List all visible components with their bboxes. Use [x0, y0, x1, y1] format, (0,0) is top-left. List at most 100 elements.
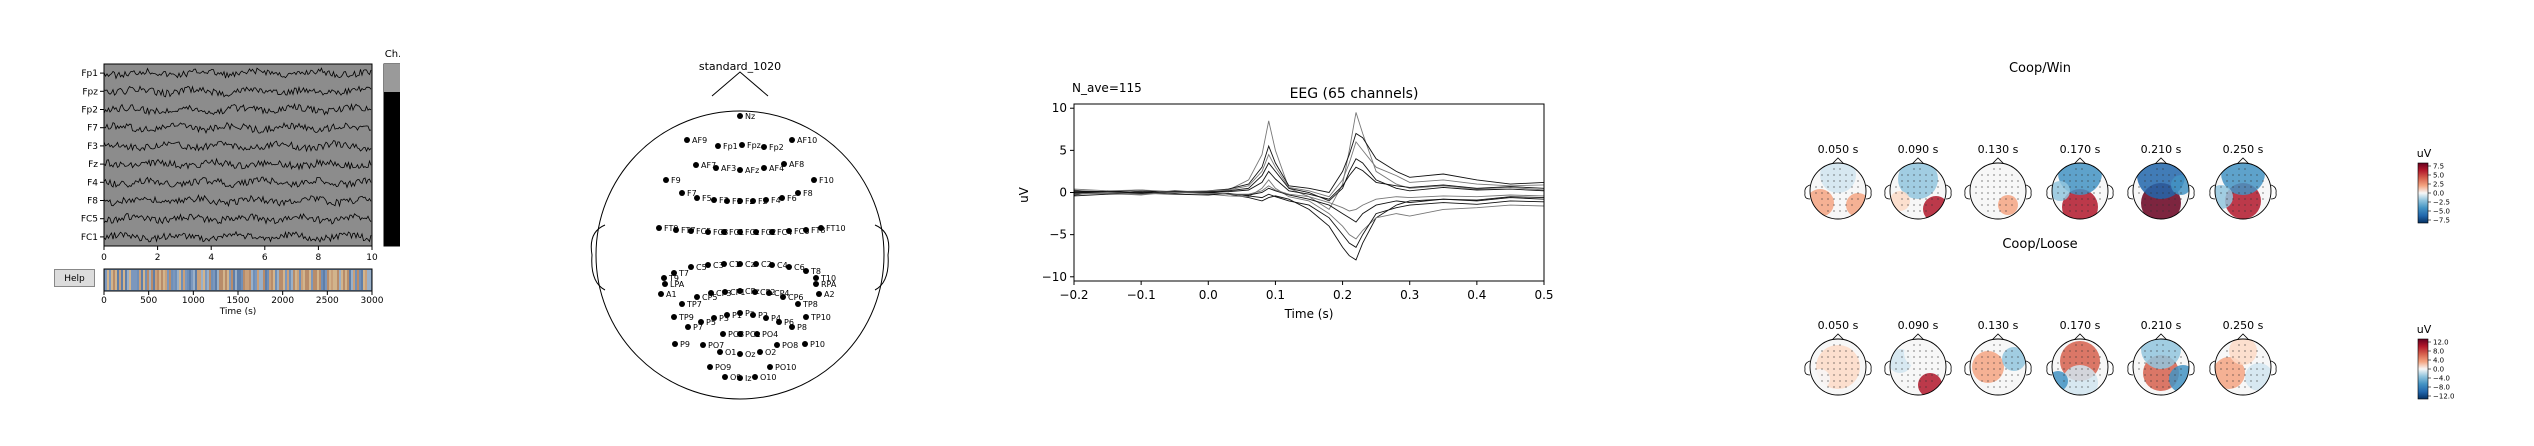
topomap-sensor-dot	[2081, 180, 2083, 182]
topomap-sensor-dot	[1857, 192, 1859, 194]
topomap-sensor-dot	[2162, 198, 2164, 200]
topomap-sensor-dot	[2063, 198, 2065, 200]
topomap-sensor-dot	[1913, 174, 1915, 176]
topomap-head	[2046, 157, 2114, 220]
sensor-dot-fc3	[705, 229, 711, 235]
topomap-sensor-dot	[2069, 380, 2071, 382]
topomap-sensor-dot	[2174, 186, 2176, 188]
topomap-sensor-dot	[2168, 374, 2170, 376]
topomap-head-outline	[1969, 338, 2027, 396]
topomap-sensor-dot	[1907, 386, 1909, 388]
topomap-sensor-dot	[2262, 192, 2264, 194]
topomap-sensor-dot	[2063, 356, 2065, 358]
sensor-dot-p4	[763, 315, 769, 321]
topomap-sensor-dot	[1931, 180, 1933, 182]
topomap-right-ear	[1945, 360, 1952, 376]
sensor-dot-af4	[761, 165, 767, 171]
sensor-label-p6: P6	[784, 318, 794, 327]
evoked-plot: EEG (65 channels) N_ave=115 uV Time (s) …	[1017, 81, 1554, 321]
topomap-blob	[2215, 185, 2233, 209]
topomap-sensor-dot	[2168, 380, 2170, 382]
sensor-label-f2: F2	[758, 197, 768, 206]
topomap-sensor-dot	[2087, 380, 2089, 382]
topomap-sensor-dot	[1839, 168, 1841, 170]
sensor-markers: Nz AF9 Fp1 Fpz Fp2 AF10 AF7 AF3 AF4 AF8 AFz F9 F10 F7…	[656, 112, 846, 383]
topomap-sensor-dot	[1913, 192, 1915, 194]
topomap-head-outline	[1809, 162, 1867, 220]
topomap-sensor-dot	[2063, 350, 2065, 352]
overview-stripe	[201, 270, 203, 290]
topomap-sensor-dot	[1839, 380, 1841, 382]
topomap-sensor-dot	[1839, 344, 1841, 346]
topomap-sensor-dot	[2262, 362, 2264, 364]
topomap-sensor-dot	[1913, 380, 1915, 382]
topomap-sensor-dot	[1993, 168, 1995, 170]
topomap-sensor-dot	[2238, 192, 2240, 194]
topomap-blob	[1898, 163, 1938, 199]
sensor-dot-p7	[685, 324, 691, 330]
overview-stripe	[329, 270, 331, 290]
topomap-sensor-dot	[1925, 380, 1927, 382]
topomap-head	[2209, 333, 2277, 396]
raw-traces-area[interactable]	[103, 63, 373, 247]
topomap-sensor-dot	[2168, 362, 2170, 364]
topomap-sensor-dot	[2226, 174, 2228, 176]
sensor-dot-poz	[737, 331, 743, 337]
colorbar-tick-label: −8.0	[2433, 384, 2450, 392]
overview-stripe	[127, 270, 129, 290]
sensor-label-c4: C4	[777, 261, 788, 270]
topomap-sensor-dot	[2162, 368, 2164, 370]
topomap-sensor-dot	[1851, 356, 1853, 358]
evoked-series-line	[1073, 179, 1545, 240]
sensor-dot-fz	[737, 198, 743, 204]
topomap-sensor-dot	[1901, 350, 1903, 352]
topomap-sensor-dot	[2005, 174, 2007, 176]
topomap-sensor-dot	[1845, 192, 1847, 194]
topomap-sensor-dot	[2099, 192, 2101, 194]
overview-stripe	[219, 270, 221, 290]
topomap-sensor-dot	[1937, 186, 1939, 188]
topomap-sensor-dot	[1839, 204, 1841, 206]
topomap-sensor-dot	[2144, 380, 2146, 382]
raw-traces	[103, 67, 372, 243]
topomap-nose	[1831, 333, 1845, 341]
sensor-dot-nz	[737, 113, 743, 119]
topomap-sensor-dot	[2250, 198, 2252, 200]
colorbar-tick-label: −5.0	[2433, 208, 2450, 216]
topomap-sensor-dot	[2057, 362, 2059, 364]
overview-stripe	[249, 270, 251, 290]
topomap-sensor-dot	[1925, 174, 1927, 176]
topomap-sensor-dot	[2081, 204, 2083, 206]
topomap-sensor-dot	[2138, 186, 2140, 188]
help-button[interactable]: Help	[54, 269, 95, 287]
sensor-dot-fcz	[737, 229, 743, 235]
topomap-sensor-dot	[2005, 368, 2007, 370]
overview-stripe	[349, 270, 351, 290]
topomap-sensor-dot	[2250, 350, 2252, 352]
topomap-field	[1890, 163, 1946, 219]
topomap-sensor-dot	[2011, 356, 2013, 358]
sensor-dot-fc4	[769, 229, 775, 235]
colorbar-tick-label: 7.5	[2433, 163, 2444, 171]
evoked-x-ticks: −0.2 −0.1 0.0 0.1 0.2 0.3 0.4 0.5	[1059, 281, 1554, 302]
topomap-sensor-dot	[2087, 368, 2089, 370]
topomap-sensor-dot	[1919, 210, 1921, 212]
topomap-left-ear	[1964, 360, 1971, 376]
sensor-dot-p8	[789, 324, 795, 330]
sensor-label-f6: F6	[787, 194, 797, 203]
sensor-dot-c6	[786, 264, 792, 270]
channel-selector-thumb[interactable]	[384, 64, 400, 92]
overview-stripe	[117, 270, 119, 290]
topomap-sensor-dot	[1821, 174, 1823, 176]
topomap-blob	[2062, 365, 2098, 395]
topomap-sensor-dot	[1999, 374, 2001, 376]
topomap-grid: Coop/Win 0.050 s 0.090 s 0.130 s 0.170 s 0.21…	[1804, 61, 2454, 401]
topomap-sensor-dot	[1981, 368, 1983, 370]
topomap-sensor-dot	[2174, 368, 2176, 370]
sensor-dot-fp2	[761, 144, 767, 150]
topomap-sensor-dot	[2017, 192, 2019, 194]
sensor-label-p9: P9	[680, 340, 690, 349]
topomap-sensor-dot	[1919, 356, 1921, 358]
evoked-ytick-label: 5	[1059, 143, 1067, 157]
topomap-sensor-dot	[1913, 210, 1915, 212]
